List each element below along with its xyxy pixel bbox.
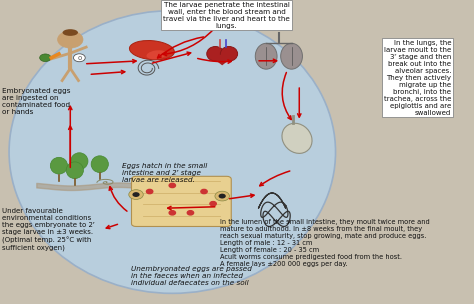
Ellipse shape <box>255 43 277 69</box>
Ellipse shape <box>91 156 109 172</box>
Circle shape <box>132 192 140 197</box>
Ellipse shape <box>71 153 88 170</box>
Text: o: o <box>77 55 82 61</box>
Ellipse shape <box>129 40 174 60</box>
Ellipse shape <box>220 47 237 61</box>
Ellipse shape <box>66 162 83 179</box>
Ellipse shape <box>50 157 68 174</box>
FancyBboxPatch shape <box>131 176 231 226</box>
Circle shape <box>129 190 143 199</box>
Circle shape <box>146 189 153 194</box>
Text: Under favourable
environmental conditions
the eggs embryonate to 2ʳ
stage larvae: Under favourable environmental condition… <box>2 208 95 251</box>
Circle shape <box>57 31 83 48</box>
Ellipse shape <box>146 50 166 59</box>
Circle shape <box>187 211 193 215</box>
Circle shape <box>73 54 85 62</box>
Ellipse shape <box>40 54 51 62</box>
Circle shape <box>219 194 226 199</box>
Text: Unembryonated eggs are passed
in the faeces when an infected
individual defaecat: Unembryonated eggs are passed in the fae… <box>131 266 252 286</box>
Circle shape <box>201 189 207 194</box>
Circle shape <box>169 183 175 188</box>
Ellipse shape <box>281 43 302 69</box>
Text: Embryonated eggs
are ingested on
contaminated food
or hands: Embryonated eggs are ingested on contami… <box>2 88 71 115</box>
Ellipse shape <box>63 29 78 36</box>
Circle shape <box>169 211 175 215</box>
Polygon shape <box>209 55 236 65</box>
Circle shape <box>215 191 229 201</box>
Circle shape <box>210 202 216 206</box>
Ellipse shape <box>207 47 224 61</box>
Text: In the lungs, the
larvae moult to the
3ʳ stage and then
break out into the
alveo: In the lungs, the larvae moult to the 3ʳ… <box>384 40 451 116</box>
Text: Eggs hatch in the small
intestine and 2ʳ stage
larvae are released.: Eggs hatch in the small intestine and 2ʳ… <box>122 163 208 183</box>
Ellipse shape <box>282 123 312 154</box>
Ellipse shape <box>9 11 336 293</box>
Text: In the lumen of the small intestine, they moult twice more and
mature to adultho: In the lumen of the small intestine, the… <box>220 219 429 267</box>
Text: The larvae penetrate the intestinal
wall, enter the blood stream and
travel via : The larvae penetrate the intestinal wall… <box>163 2 290 29</box>
